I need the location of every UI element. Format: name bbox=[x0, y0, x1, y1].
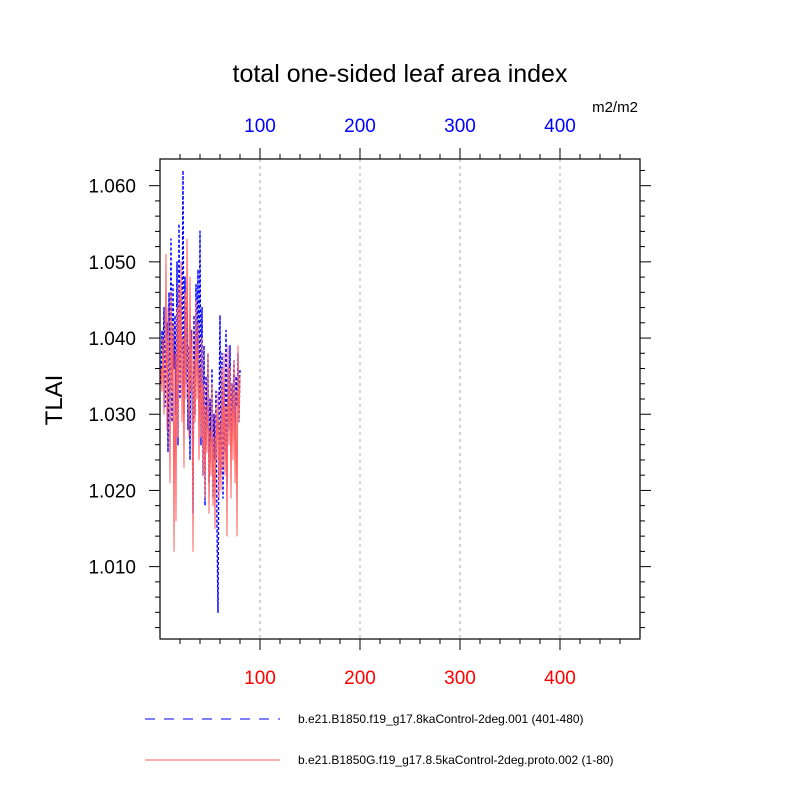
y-tick-label-4: 1.050 bbox=[88, 253, 136, 274]
y-tick-label-5: 1.060 bbox=[88, 177, 136, 198]
x-tick-label-top-3: 400 bbox=[544, 116, 576, 137]
x-tick-label-bottom-1: 200 bbox=[344, 668, 376, 689]
y-tick-label-2: 1.030 bbox=[88, 405, 136, 426]
axis-ticks bbox=[149, 148, 651, 650]
x-tick-label-bottom-3: 400 bbox=[544, 668, 576, 689]
x-tick-label-top-1: 200 bbox=[344, 116, 376, 137]
y-tick-label-0: 1.010 bbox=[88, 558, 136, 579]
x-tick-label-top-2: 300 bbox=[444, 116, 476, 137]
units-label: m2/m2 bbox=[592, 99, 638, 116]
grid bbox=[259, 159, 561, 639]
legend-label-0: b.e21.B1850.f19_g17.8kaControl-2deg.001 … bbox=[298, 712, 584, 726]
x-tick-label-bottom-2: 300 bbox=[444, 668, 476, 689]
legend-label-1: b.e21.B1850G.f19_g17.8.5kaControl-2deg.p… bbox=[298, 753, 614, 767]
y-tick-label-1: 1.020 bbox=[88, 481, 136, 502]
chart-title: total one-sided leaf area index bbox=[233, 60, 568, 88]
x-tick-label-bottom-0: 100 bbox=[244, 668, 276, 689]
series-line-1 bbox=[160, 238, 241, 552]
y-tick-label-3: 1.040 bbox=[88, 329, 136, 350]
legend: b.e21.B1850.f19_g17.8kaControl-2deg.001 … bbox=[145, 712, 614, 767]
tick-labels: 100 100 200 200 300 300 400 400 1.010 1.020 1.030 1… bbox=[88, 116, 575, 689]
y-axis-label: TLAI bbox=[41, 375, 68, 426]
plot-series bbox=[160, 169, 241, 614]
x-tick-label-top-0: 100 bbox=[244, 116, 276, 137]
series-line-0 bbox=[160, 169, 241, 614]
